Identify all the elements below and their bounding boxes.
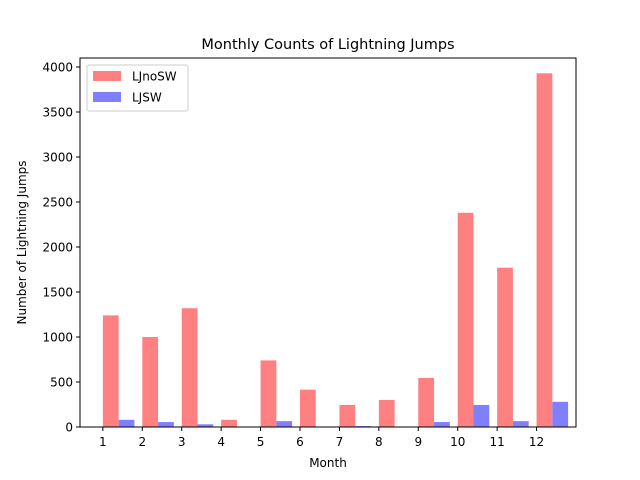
legend: LJnoSW LJSW [86,64,189,112]
bar-ljsw-month-3 [197,424,214,427]
x-tick-label-12: 12 [529,435,544,449]
ticks-group: 1 2 3 4 5 6 7 8 9 10 11 120500100015002000250030003… [42,61,544,450]
bar-ljsw-month-5 [276,421,293,427]
bar-ljnosw-month-3 [181,308,198,427]
x-tick-label-4: 4 [217,435,225,449]
x-axis-label: Month [309,456,347,470]
bar-ljnosw-month-4 [221,419,237,427]
y-tick-label-2000: 2000 [42,241,73,255]
x-tick-label-1: 1 [99,435,107,449]
y-tick-label-2500: 2500 [42,196,73,210]
x-tick-label-6: 6 [296,435,304,449]
bar-ljnosw-month-6 [300,389,316,427]
legend-swatch-ljnosw [93,71,121,81]
bar-ljnosw-month-12 [536,73,553,428]
legend-label-ljnosw: LJnoSW [132,70,177,84]
y-tick-label-3500: 3500 [42,106,73,120]
chart-title: Monthly Counts of Lightning Jumps [201,37,454,53]
bar-ljnosw-month-9 [418,377,435,427]
bar-ljnosw-month-5 [260,360,277,427]
bar-ljnosw-month-7 [339,404,356,427]
bar-ljsw-month-11 [512,421,529,427]
y-tick-label-1000: 1000 [42,331,73,345]
bar-ljsw-month-9 [434,422,450,427]
bar-ljsw-month-12 [552,401,569,427]
x-tick-label-10: 10 [450,435,465,449]
x-tick-label-11: 11 [490,435,505,449]
bar-ljnosw-month-8 [378,400,395,427]
x-tick-label-2: 2 [138,435,146,449]
y-tick-label-3000: 3000 [42,151,73,165]
x-tick-label-9: 9 [414,435,422,449]
x-tick-label-8: 8 [375,435,383,449]
bar-ljsw-month-1 [118,419,135,427]
legend-label-ljsw: LJSW [132,91,162,105]
bar-ljnosw-month-11 [497,267,513,427]
plot-frame [79,57,577,428]
y-tick-label-0: 0 [65,421,73,435]
y-tick-label-500: 500 [50,376,73,390]
bar-ljnosw-month-1 [102,315,119,427]
y-tick-label-1500: 1500 [42,286,73,300]
bar-ljnosw-month-10 [457,212,474,427]
x-tick-label-5: 5 [257,435,265,449]
y-tick-label-4000: 4000 [42,61,73,75]
bar-ljsw-month-10 [473,404,490,427]
legend-swatch-ljsw [93,92,121,102]
x-tick-label-7: 7 [336,435,344,449]
bars-group [102,73,569,428]
y-axis-label: Number of Lightning Jumps [15,160,29,324]
x-tick-label-3: 3 [178,435,186,449]
bar-ljnosw-month-2 [142,337,159,427]
bar-ljsw-month-2 [158,422,174,427]
